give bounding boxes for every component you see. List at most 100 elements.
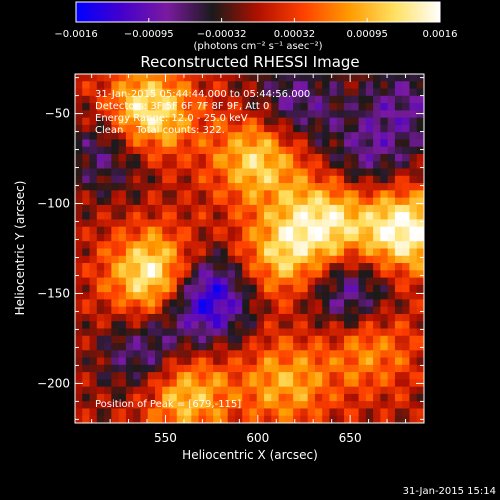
heatmap-cell [75,139,83,148]
heatmap-cell [162,357,171,366]
heatmap-cell [176,328,185,337]
heatmap-cell [213,81,222,90]
heatmap-cell [351,263,360,271]
heatmap-cell [118,306,127,315]
heatmap-cell [227,190,236,199]
heatmap-cell [147,110,156,119]
heatmap-cell [133,153,142,162]
heatmap-cell [344,168,352,177]
heatmap-cell [322,415,331,423]
heatmap-cell [322,197,331,206]
heatmap-cell [198,350,207,359]
heatmap-cell [213,197,222,206]
heatmap-cell [104,117,112,126]
heatmap-cell [249,117,258,126]
heatmap-cell [300,335,309,344]
heatmap-cell [104,183,112,191]
heatmap-cell [133,379,142,388]
heatmap-cell [394,328,403,337]
heatmap-cell [89,408,98,417]
heatmap-cell [154,197,163,206]
heatmap-cell [213,415,222,423]
heatmap-cell [96,321,105,330]
heatmap-cell [344,328,352,337]
heatmap-cell [344,212,352,221]
heatmap-cell [82,343,91,351]
heatmap-cell [249,270,258,279]
heatmap-cell [249,124,258,133]
heatmap-cell [249,386,258,395]
heatmap-cell [293,328,301,337]
heatmap-cell [75,117,83,126]
heatmap-cell [140,328,149,337]
heatmap-cell [394,190,403,199]
heatmap-cell [278,153,287,162]
heatmap-cell [336,386,345,395]
heatmap-cell [191,124,200,133]
heatmap-cell [154,364,163,373]
heatmap-cell [387,343,396,351]
heatmap-cell [358,139,367,148]
heatmap-cell [154,393,163,402]
heatmap-cell [278,408,287,417]
heatmap-cell [111,161,120,170]
heatmap-cell [278,226,287,235]
heatmap-cell [307,139,316,148]
heatmap-cell [249,248,258,257]
heatmap-cell [104,284,112,293]
heatmap-cell [154,233,163,242]
heatmap-cell [162,190,171,199]
heatmap-cell [358,153,367,162]
heatmap-cell [351,117,360,126]
heatmap-cell [154,313,163,322]
heatmap-cell [387,284,396,293]
heatmap-cell [387,197,396,206]
heatmap-cell [249,103,258,111]
heatmap-cell [176,190,185,199]
heatmap-cell [365,175,374,184]
heatmap-cell [147,292,156,300]
heatmap-cell [242,161,251,170]
heatmap-cell [409,117,418,126]
heatmap-cell [133,313,142,322]
heatmap-cell [322,168,331,177]
heatmap-cell [169,226,178,235]
heatmap-cell [285,190,294,199]
heatmap-cell [322,350,331,359]
heatmap-cell [307,335,316,344]
heatmap-cell [373,364,381,373]
heatmap-cell [409,124,418,133]
heatmap-cell [169,335,178,344]
heatmap-cell [198,284,207,293]
heatmap-cell [227,379,236,388]
heatmap-cell [307,372,316,380]
heatmap-cell [373,270,381,279]
heatmap-cell [111,95,120,104]
heatmap-cell [344,153,352,162]
heatmap-cell [89,306,98,315]
heatmap-cell [322,212,331,221]
heatmap-cell [89,219,98,228]
colorbar-tick-label: −0.00095 [124,29,174,40]
heatmap-cell [264,139,272,148]
heatmap-cell [220,408,229,417]
heatmap-cell [409,357,418,366]
heatmap-cell [140,233,149,242]
heatmap-cell [351,88,360,97]
heatmap-cell [365,372,374,380]
heatmap-cell [96,284,105,293]
heatmap-cell [147,153,156,162]
heatmap-image [75,74,424,423]
heatmap-cell [249,393,258,402]
heatmap-cell [162,132,171,141]
heatmap-cell [205,393,214,402]
heatmap-cell [293,415,301,423]
heatmap-cell [82,379,91,388]
heatmap-cell [162,343,171,351]
colorbar-unit-label: (photons cm⁻² s⁻¹ asec⁻²) [193,41,322,52]
heatmap-cell [307,81,316,90]
heatmap-cell [394,284,403,293]
heatmap-cell [380,328,389,337]
heatmap-cell [125,255,134,264]
heatmap-cell [205,386,214,395]
